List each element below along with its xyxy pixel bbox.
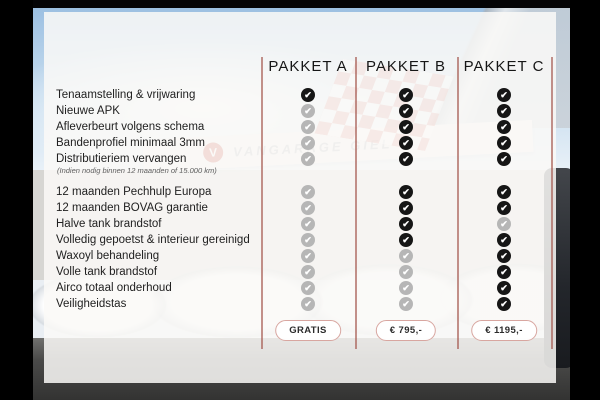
feature-label: Volle tank brandstof xyxy=(56,266,158,278)
table-row: Nieuwe APK ✔ ✔ ✔ xyxy=(44,103,556,119)
table-row: 12 maanden BOVAG garantie ✔ ✔ ✔ xyxy=(44,200,556,216)
table-row: Distributieriem vervangen (Indien nodig b… xyxy=(44,151,556,178)
feature-label: Volledig gepoetst & interieur gereinigd xyxy=(56,234,250,246)
check-icon: ✔ xyxy=(399,88,413,102)
check-icon: ✔ xyxy=(301,136,315,150)
column-divider xyxy=(457,57,459,349)
feature-label: Airco totaal onderhoud xyxy=(56,282,172,294)
feature-label: Afleverbeurt volgens schema xyxy=(56,121,205,133)
table-row: Waxoyl behandeling ✔ ✔ ✔ xyxy=(44,248,556,264)
check-icon: ✔ xyxy=(399,297,413,311)
feature-rows: Tenaamstelling & vrijwaring ✔ ✔ ✔ Nieuwe APK… xyxy=(44,87,556,312)
check-icon: ✔ xyxy=(497,233,511,247)
check-icon: ✔ xyxy=(399,217,413,231)
check-icon: ✔ xyxy=(399,104,413,118)
check-icon: ✔ xyxy=(497,152,511,166)
column-header: PAKKET C xyxy=(463,58,545,75)
price-badge: GRATIS xyxy=(275,320,341,341)
check-icon: ✔ xyxy=(301,88,315,102)
check-icon: ✔ xyxy=(399,120,413,134)
check-icon: ✔ xyxy=(497,217,511,231)
check-icon: ✔ xyxy=(399,233,413,247)
right-black-bar xyxy=(570,0,600,400)
check-icon: ✔ xyxy=(301,249,315,263)
column-divider xyxy=(261,57,263,349)
feature-label: 12 maanden Pechhulp Europa xyxy=(56,186,212,198)
table-row: Halve tank brandstof ✔ ✔ ✔ xyxy=(44,216,556,232)
price-badge: € 1195,- xyxy=(471,320,537,341)
check-icon: ✔ xyxy=(497,185,511,199)
feature-label: Halve tank brandstof xyxy=(56,218,162,230)
price-badge: € 795,- xyxy=(375,320,437,341)
table-row: Afleverbeurt volgens schema ✔ ✔ ✔ xyxy=(44,119,556,135)
check-icon: ✔ xyxy=(399,152,413,166)
feature-label: Tenaamstelling & vrijwaring xyxy=(56,89,196,101)
check-icon: ✔ xyxy=(399,249,413,263)
check-icon: ✔ xyxy=(497,201,511,215)
table-row: Tenaamstelling & vrijwaring ✔ ✔ ✔ xyxy=(44,87,556,103)
check-icon: ✔ xyxy=(399,281,413,295)
check-icon: ✔ xyxy=(301,297,315,311)
check-icon: ✔ xyxy=(399,201,413,215)
check-icon: ✔ xyxy=(399,265,413,279)
package-comparison-panel: PAKKET A PAKKET B PAKKET C Tenaamstelling … xyxy=(44,12,556,383)
feature-note: (Indien nodig binnen 12 maanden of 15.00… xyxy=(57,166,217,175)
check-icon: ✔ xyxy=(497,120,511,134)
price-row: GRATIS € 795,- € 1195,- xyxy=(44,320,556,342)
table-row: Veiligheidstas ✔ ✔ ✔ xyxy=(44,296,556,312)
left-black-bar xyxy=(0,0,33,400)
column-header: PAKKET A xyxy=(268,58,348,75)
check-icon: ✔ xyxy=(301,152,315,166)
check-icon: ✔ xyxy=(497,281,511,295)
table-row: Volle tank brandstof ✔ ✔ ✔ xyxy=(44,264,556,280)
check-icon: ✔ xyxy=(301,233,315,247)
feature-label: Bandenprofiel minimaal 3mm xyxy=(56,137,205,149)
feature-label: Nieuwe APK xyxy=(56,105,120,117)
check-icon: ✔ xyxy=(301,185,315,199)
check-icon: ✔ xyxy=(301,265,315,279)
check-icon: ✔ xyxy=(301,217,315,231)
feature-label: Waxoyl behandeling xyxy=(56,250,160,262)
check-icon: ✔ xyxy=(301,104,315,118)
check-icon: ✔ xyxy=(497,265,511,279)
check-icon: ✔ xyxy=(497,88,511,102)
table-row: Volledig gepoetst & interieur gereinigd ✔… xyxy=(44,232,556,248)
top-black-bar xyxy=(0,0,600,8)
table-row: Bandenprofiel minimaal 3mm ✔ ✔ ✔ xyxy=(44,135,556,151)
check-icon: ✔ xyxy=(497,297,511,311)
check-icon: ✔ xyxy=(497,104,511,118)
table-row: 12 maanden Pechhulp Europa ✔ ✔ ✔ xyxy=(44,184,556,200)
feature-label: Veiligheidstas xyxy=(56,298,127,310)
feature-label: Distributieriem vervangen xyxy=(56,153,187,165)
column-divider xyxy=(551,57,553,349)
check-icon: ✔ xyxy=(301,120,315,134)
check-icon: ✔ xyxy=(301,281,315,295)
column-divider xyxy=(355,57,357,349)
check-icon: ✔ xyxy=(399,136,413,150)
column-header: PAKKET B xyxy=(366,58,446,75)
feature-label: 12 maanden BOVAG garantie xyxy=(56,202,208,214)
check-icon: ✔ xyxy=(497,249,511,263)
check-icon: ✔ xyxy=(399,185,413,199)
check-icon: ✔ xyxy=(497,136,511,150)
table-row: Airco totaal onderhoud ✔ ✔ ✔ xyxy=(44,280,556,296)
check-icon: ✔ xyxy=(301,201,315,215)
